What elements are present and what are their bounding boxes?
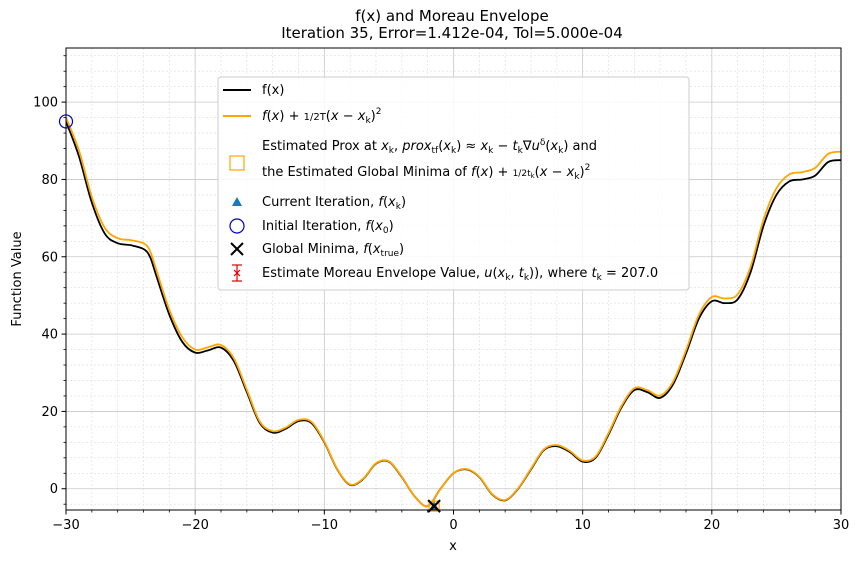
legend-moreau-label: Estimate Moreau Envelope Value, u(xk, tk… (262, 266, 658, 283)
y-tick-label: 40 (41, 328, 58, 343)
legend-box (217, 76, 690, 291)
legend-prox-label-1: Estimated Prox at xk, proxtf(xk) ≈ xk − … (262, 138, 597, 156)
legend-envelope-label: f(x) + 1/2T(x − xk)2 (262, 107, 381, 126)
x-tick-label: −10 (311, 518, 338, 533)
legend-moreau-marker (232, 264, 242, 282)
legend-initial-label: Initial Iteration, f(x0) (262, 219, 394, 236)
legend-fx-label: f(x) (262, 83, 284, 98)
legend-initial-marker (229, 218, 245, 234)
legend: f(x) f(x) + 1/2T(x − xk)2 Estimated Prox… (217, 76, 690, 291)
x-axis-label: x (449, 539, 457, 554)
chart-title: f(x) and Moreau Envelope (355, 7, 548, 25)
x-tick-label: 0 (449, 518, 457, 533)
legend-current-label: Current Iteration, f(xk) (262, 195, 406, 212)
legend-global-label: Global Minima, f(xtrue) (262, 242, 404, 259)
legend-global-marker (230, 242, 244, 256)
legend-prox-label-2: the Estimated Global Minima of f(x) + 1/… (262, 163, 590, 182)
y-tick-label: 20 (41, 405, 58, 420)
legend-prox-marker (229, 155, 245, 171)
legend-current-marker (232, 197, 242, 206)
x-tick-label: −30 (52, 518, 79, 533)
y-tick-label: 60 (41, 250, 58, 265)
series-layer (66, 117, 841, 508)
tick-layer: −30 −20 −10 0 10 20 30 0 20 40 60 80 100 (33, 55, 850, 533)
x-tick-label: 10 (574, 518, 591, 533)
chart-subtitle: Iteration 35, Error=1.412e-04, Tol=5.000… (281, 24, 623, 42)
x-tick-label: 20 (704, 518, 721, 533)
x-tick-label: 30 (833, 518, 850, 533)
y-tick-label: 80 (41, 173, 58, 188)
series-envelope-line (66, 117, 841, 508)
y-tick-label: 100 (33, 96, 58, 111)
y-axis-label: Function Value (10, 231, 25, 326)
x-tick-label: −20 (181, 518, 208, 533)
y-tick-label: 0 (50, 482, 58, 497)
